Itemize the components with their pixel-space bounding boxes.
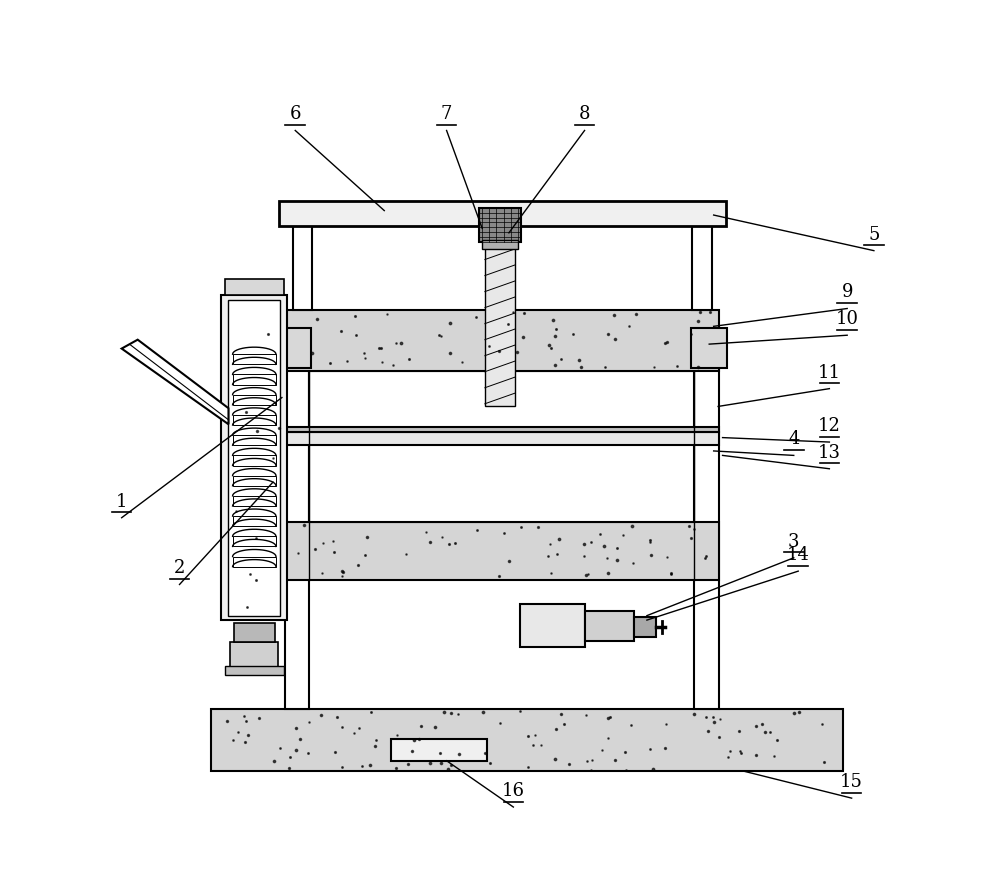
Text: 4: 4 (788, 430, 799, 448)
Text: 10: 10 (836, 310, 859, 328)
Bar (391, 739, 487, 761)
Bar (233, 395, 276, 405)
Bar (279, 201, 726, 226)
Bar (230, 642, 278, 669)
Text: 16: 16 (502, 782, 525, 800)
Text: 9: 9 (841, 283, 853, 302)
Bar (233, 455, 276, 465)
Bar (233, 476, 276, 486)
Bar (225, 666, 284, 675)
Bar (211, 709, 843, 772)
Text: 14: 14 (787, 546, 810, 564)
Bar (233, 415, 276, 425)
Text: 1: 1 (116, 493, 127, 511)
Text: 5: 5 (868, 226, 880, 244)
Bar (234, 622, 275, 642)
Bar (233, 556, 276, 567)
Bar (634, 617, 656, 637)
Bar (692, 226, 712, 310)
Bar (479, 208, 521, 242)
Bar (293, 226, 312, 310)
Text: 12: 12 (818, 417, 841, 435)
Polygon shape (122, 339, 228, 424)
Bar (520, 604, 585, 647)
Bar (285, 432, 719, 445)
Text: 6: 6 (289, 105, 301, 123)
Bar (691, 328, 727, 368)
Bar (225, 280, 284, 296)
Bar (585, 611, 634, 640)
Bar (482, 240, 518, 249)
Bar (233, 355, 276, 364)
Bar (309, 371, 694, 522)
Bar (233, 537, 276, 547)
Text: 13: 13 (818, 444, 841, 462)
Bar (485, 224, 515, 406)
Text: 7: 7 (441, 105, 452, 123)
Bar (285, 522, 719, 580)
Bar (228, 300, 280, 615)
Text: 3: 3 (788, 532, 800, 551)
Bar (285, 427, 719, 432)
Bar (221, 296, 287, 620)
Bar (276, 328, 311, 368)
Bar (233, 435, 276, 446)
Text: 2: 2 (174, 559, 185, 578)
Text: 8: 8 (579, 105, 590, 123)
Bar (233, 496, 276, 506)
Bar (694, 339, 719, 709)
Bar (233, 516, 276, 526)
Bar (285, 339, 309, 709)
Bar (285, 310, 719, 371)
Bar (233, 374, 276, 385)
Text: 11: 11 (818, 363, 841, 381)
Text: 15: 15 (840, 773, 863, 791)
